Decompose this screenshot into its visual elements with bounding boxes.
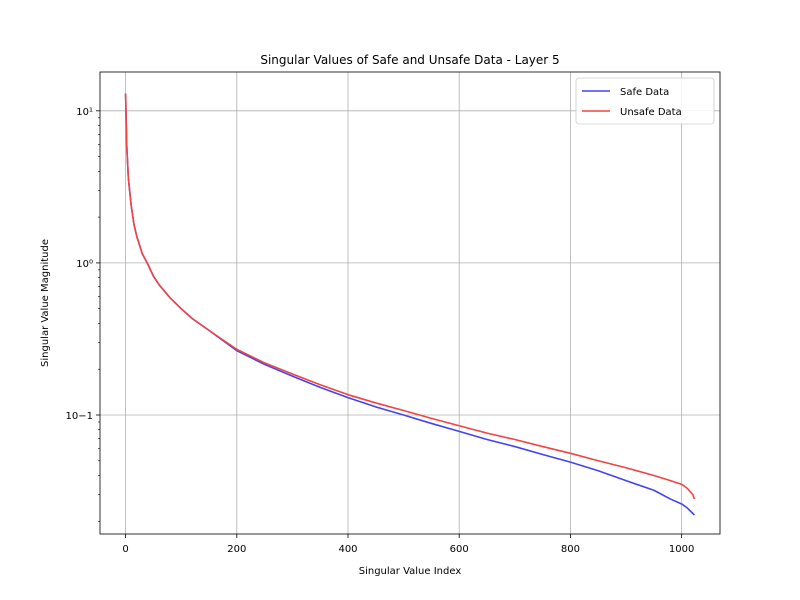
- x-tick-label: 200: [227, 544, 246, 555]
- legend-box: [575, 77, 715, 125]
- legend-entry: Unsafe Data: [620, 107, 682, 118]
- y-tick-label: 10−1: [66, 411, 93, 422]
- chart-title: Singular Values of Safe and Unsafe Data …: [260, 53, 559, 67]
- x-axis-label: Singular Value Index: [359, 566, 462, 577]
- y-tick-label: 10¹: [76, 107, 93, 118]
- x-tick-label: 400: [338, 544, 357, 555]
- plot-area: [100, 72, 720, 534]
- y-tick-label: 10⁰: [76, 259, 93, 270]
- x-tick-label: 600: [450, 544, 469, 555]
- y-axis-label: Singular Value Magnitude: [40, 239, 51, 367]
- x-tick-label: 800: [561, 544, 580, 555]
- x-tick-label: 0: [122, 544, 128, 555]
- legend-entry: Safe Data: [620, 87, 669, 98]
- axes-frame: [99, 71, 721, 535]
- x-tick-label: 1000: [669, 544, 694, 555]
- series-line-unsafe-data: [124, 93, 696, 500]
